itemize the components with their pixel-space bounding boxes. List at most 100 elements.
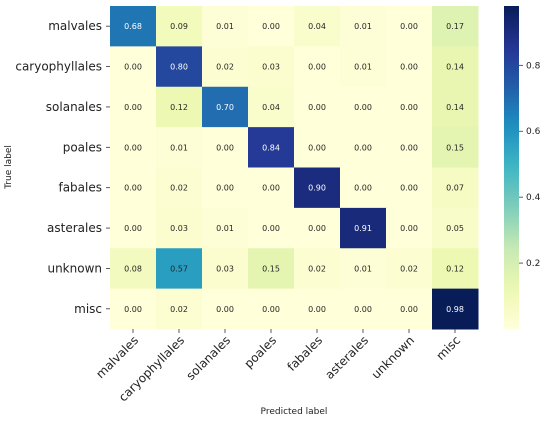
colorbar-tick-label: 0.2	[526, 259, 540, 269]
heatmap-cell-label: 0.02	[400, 264, 418, 273]
heatmap-cell	[340, 127, 387, 168]
heatmap-cell	[386, 207, 433, 249]
heatmap-cell-label: 0.00	[308, 224, 326, 233]
heatmap-cell-label: 0.80	[170, 63, 188, 72]
heatmap-cell-label: 0.03	[262, 63, 280, 72]
heatmap-cell	[156, 86, 203, 128]
heatmap-cell	[110, 127, 157, 168]
heatmap-cell	[202, 167, 249, 209]
colorbar-gradient	[504, 6, 519, 329]
heatmap-cell	[432, 248, 479, 290]
heatmap-cell	[156, 248, 203, 290]
heatmap-cell-label: 0.00	[262, 22, 280, 31]
heatmap-cell-label: 0.02	[170, 184, 188, 193]
heatmap-cell	[432, 167, 479, 209]
heatmap-cell-label: 0.00	[308, 103, 326, 112]
heatmap-cell-label: 0.01	[216, 224, 234, 233]
heatmap-cell	[432, 127, 479, 168]
x-tick-label: malvales	[93, 333, 141, 381]
heatmap-cell	[110, 167, 157, 209]
y-tick-label: asterales	[47, 221, 102, 235]
y-tick-label: solanales	[46, 100, 102, 114]
heatmap-cell-label: 0.00	[400, 63, 418, 72]
heatmap-cell-label: 0.00	[124, 184, 142, 193]
heatmap-cell-label: 0.68	[124, 22, 142, 31]
y-tick-label: caryophyllales	[15, 60, 102, 74]
x-tick-label: unknown	[369, 333, 417, 381]
heatmap-cell-label: 0.00	[354, 143, 372, 152]
heatmap-cell-label: 0.03	[216, 264, 234, 273]
heatmap-cell	[110, 207, 157, 249]
heatmap-cell	[156, 167, 203, 209]
colorbar-tick-label: 0.8	[526, 61, 541, 71]
heatmap-cell	[432, 86, 479, 128]
heatmap-cell-label: 0.15	[262, 264, 280, 273]
heatmap-cell-label: 0.00	[216, 305, 234, 314]
heatmap-cell-label: 0.00	[262, 305, 280, 314]
heatmap-cell	[432, 6, 479, 47]
colorbar-tick-label: 0.4	[526, 193, 541, 203]
colorbar-ticks: 0.2 0.4 0.6 0.8	[519, 61, 541, 269]
colorbar-tick-label: 0.6	[526, 127, 541, 137]
heatmap-cell-label: 0.17	[446, 22, 464, 31]
y-tick-label: malvales	[48, 19, 102, 33]
heatmap-cell-label: 0.15	[446, 143, 464, 152]
heatmap-cell	[202, 46, 249, 88]
heatmap-cell	[432, 207, 479, 249]
heatmap-cell	[386, 127, 433, 168]
x-tick-label: solanales	[183, 333, 233, 383]
heatmap-cell	[202, 6, 249, 47]
heatmap-cell	[248, 127, 295, 168]
heatmap-cell-label: 0.00	[124, 143, 142, 152]
heatmap-cell-label: 0.00	[308, 63, 326, 72]
y-tick-label: fabales	[58, 181, 102, 195]
y-tick-label: unknown	[47, 261, 102, 275]
heatmap-cell	[248, 248, 295, 290]
heatmap-cell-label: 0.01	[216, 22, 234, 31]
heatmap-cell-label: 0.04	[308, 22, 326, 31]
heatmap-cell	[110, 248, 157, 290]
heatmap-cell-label: 0.09	[170, 22, 188, 31]
heatmap-cell-label: 0.01	[354, 63, 372, 72]
heatmap-cell	[110, 86, 157, 128]
heatmap-cell-labels: 0.68 0.09 0.01 0.00 0.04 0.01 0.00 0.17 0.00 0.80…	[124, 22, 464, 314]
heatmap-cell	[340, 207, 387, 249]
colorbar: 0.2 0.4 0.6 0.8	[504, 6, 541, 329]
heatmap-cell-label: 0.02	[308, 264, 326, 273]
heatmap-cell	[294, 86, 341, 128]
heatmap-cell-label: 0.00	[400, 184, 418, 193]
heatmap-cell	[110, 46, 157, 88]
heatmap-cell-label: 0.98	[446, 305, 464, 314]
y-tick-label: poales	[63, 140, 102, 154]
heatmap-cell-label: 0.04	[262, 103, 280, 112]
heatmap-cell-label: 0.00	[262, 184, 280, 193]
heatmap-cell-label: 0.12	[446, 264, 464, 273]
heatmap-cell	[340, 167, 387, 209]
heatmap-cell-label: 0.01	[354, 264, 372, 273]
heatmap-cell	[386, 167, 433, 209]
heatmap-cell-label: 0.70	[216, 103, 234, 112]
heatmap-cell-label: 0.00	[262, 224, 280, 233]
heatmap-cell-label: 0.03	[170, 224, 188, 233]
heatmap-cell-label: 0.00	[216, 184, 234, 193]
heatmap-cell	[340, 46, 387, 88]
y-axis-ticks: malvales caryophyllales solanales poales fab…	[15, 19, 110, 316]
heatmap-cell-label: 0.00	[354, 305, 372, 314]
x-tick-label: fabales	[284, 333, 325, 374]
heatmap-cell	[294, 207, 341, 249]
heatmap-cell	[294, 6, 341, 47]
heatmap-cell	[386, 86, 433, 128]
heatmap-cell	[248, 207, 295, 249]
heatmap-cell-label: 0.84	[262, 143, 280, 152]
heatmap-cell-label: 0.57	[170, 264, 188, 273]
heatmap-cell-label: 0.05	[446, 224, 464, 233]
heatmap-cell	[202, 288, 249, 330]
heatmap-cell-label: 0.00	[400, 305, 418, 314]
heatmap-cell	[156, 6, 203, 47]
x-axis-label: Predicted label	[261, 407, 328, 417]
heatmap-cell	[202, 248, 249, 290]
y-axis-label: True label	[4, 145, 14, 190]
x-tick-label: asterales	[322, 333, 371, 382]
